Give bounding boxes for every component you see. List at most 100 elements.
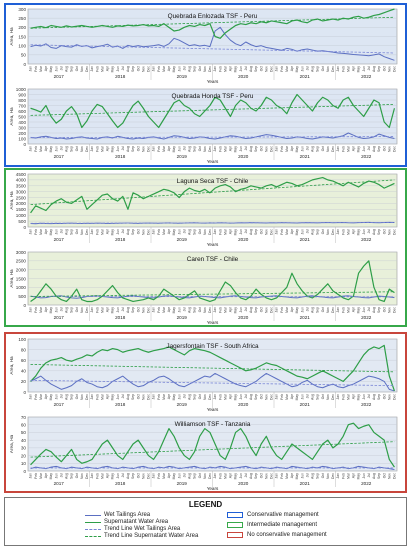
- x-month-label: Mar: [100, 393, 104, 400]
- x-month-label: Jul: [182, 394, 186, 399]
- x-month-label: Jun: [300, 473, 304, 479]
- x-month-label: Dec: [270, 394, 274, 400]
- x-month-label: Aug: [188, 307, 192, 313]
- x-month-label: May: [234, 146, 238, 153]
- y-tick-label: 100: [18, 136, 26, 141]
- x-month-label: Aug: [311, 307, 315, 313]
- x-month-label: Feb: [34, 146, 38, 152]
- chart-title: Caren TSF - Chile: [187, 256, 239, 263]
- x-month-label: Oct: [136, 307, 140, 312]
- x-month-label: Dec: [85, 394, 89, 400]
- x-month-label: Apr: [106, 145, 110, 151]
- x-month-label: Sep: [377, 229, 381, 235]
- x-month-label: Feb: [95, 66, 99, 72]
- x-month-label: Jan: [29, 307, 33, 313]
- x-month-label: May: [357, 66, 361, 73]
- x-month-label: Nov: [387, 146, 391, 152]
- x-month-label: Jan: [275, 394, 279, 400]
- y-tick-label: 900: [18, 92, 26, 97]
- legend-conservative-label: Conservative management: [247, 512, 319, 518]
- x-month-label: Feb: [218, 473, 222, 479]
- x-month-label: Oct: [198, 473, 202, 478]
- x-month-label: Aug: [372, 394, 376, 400]
- x-month-label: May: [111, 229, 115, 236]
- x-month-label: Nov: [264, 146, 268, 152]
- x-month-label: Jul: [244, 229, 248, 234]
- x-month-label: Jan: [90, 229, 94, 235]
- x-month-label: May: [234, 394, 238, 401]
- x-month-label: Jun: [54, 307, 58, 313]
- y-tick-label: 4000: [16, 178, 27, 183]
- x-month-label: Feb: [280, 394, 284, 400]
- x-month-label: Jun: [54, 66, 58, 72]
- y-tick-label: 1000: [16, 87, 27, 92]
- x-month-label: Oct: [321, 307, 325, 312]
- x-month-label: Nov: [80, 146, 84, 152]
- x-month-label: Apr: [44, 145, 48, 151]
- x-month-label: Dec: [208, 473, 212, 479]
- x-month-label: Nov: [141, 394, 145, 400]
- series-wet-tailings: [30, 26, 395, 61]
- x-month-label: Nov: [264, 473, 268, 479]
- x-month-label: Jan: [213, 66, 217, 72]
- legend-super-line: [85, 522, 101, 523]
- x-month-label: Mar: [346, 65, 350, 72]
- x-month-label: Nov: [387, 307, 391, 313]
- x-month-label: Nov: [80, 307, 84, 313]
- y-tick-label: 0: [23, 303, 26, 308]
- x-month-label: Jul: [367, 307, 371, 312]
- y-axis-label: Area, Ha: [9, 356, 14, 375]
- x-month-label: Jan: [90, 307, 94, 313]
- x-month-label: Mar: [100, 65, 104, 72]
- x-month-label: Dec: [393, 229, 397, 235]
- x-year-label: 2018: [115, 154, 126, 159]
- y-tick-label: 10: [21, 461, 27, 466]
- x-month-label: Nov: [203, 473, 207, 479]
- x-month-label: Feb: [280, 307, 284, 313]
- x-month-label: Jun: [239, 473, 243, 479]
- x-month-label: Jul: [182, 66, 186, 71]
- x-month-label: Jul: [305, 146, 309, 151]
- x-month-label: Sep: [131, 66, 135, 72]
- x-month-label: Nov: [326, 394, 330, 400]
- x-month-label: Dec: [393, 66, 397, 72]
- x-month-label: Sep: [254, 307, 258, 313]
- x-month-label: Sep: [193, 229, 197, 235]
- x-month-label: Jun: [300, 66, 304, 72]
- x-axis-label: Years: [207, 79, 219, 84]
- x-month-label: Oct: [321, 146, 325, 151]
- x-month-label: Aug: [249, 473, 253, 479]
- y-tick-label: 2000: [16, 201, 27, 206]
- x-month-label: Feb: [157, 146, 161, 152]
- y-tick-label: 400: [18, 120, 26, 125]
- x-month-label: Apr: [229, 472, 233, 478]
- x-month-label: Sep: [254, 146, 258, 152]
- x-month-label: Feb: [280, 229, 284, 235]
- x-month-label: Mar: [162, 393, 166, 400]
- x-month-label: Aug: [126, 66, 130, 72]
- x-month-label: Jul: [59, 229, 63, 234]
- x-month-label: Sep: [377, 307, 381, 313]
- x-year-label: 2019: [177, 315, 188, 320]
- y-tick-label: 1500: [16, 207, 27, 212]
- x-month-label: Jul: [59, 66, 63, 71]
- x-month-label: Jun: [362, 307, 366, 313]
- y-tick-label: 2500: [16, 259, 27, 264]
- x-month-label: May: [172, 307, 176, 314]
- x-month-label: Feb: [157, 307, 161, 313]
- x-month-label: Apr: [44, 65, 48, 71]
- y-tick-label: 700: [18, 103, 26, 108]
- x-month-label: Oct: [321, 66, 325, 71]
- x-month-label: Feb: [95, 473, 99, 479]
- x-month-label: Jun: [362, 394, 366, 400]
- y-axis-label: Area, Ha: [9, 27, 14, 46]
- x-month-label: Apr: [229, 306, 233, 312]
- x-month-label: May: [49, 229, 53, 236]
- x-month-label: Jul: [121, 473, 125, 478]
- x-month-label: Oct: [75, 473, 79, 478]
- x-month-label: Apr: [229, 228, 233, 234]
- x-month-label: Oct: [259, 394, 263, 399]
- x-month-label: Sep: [193, 307, 197, 313]
- x-month-label: Feb: [218, 394, 222, 400]
